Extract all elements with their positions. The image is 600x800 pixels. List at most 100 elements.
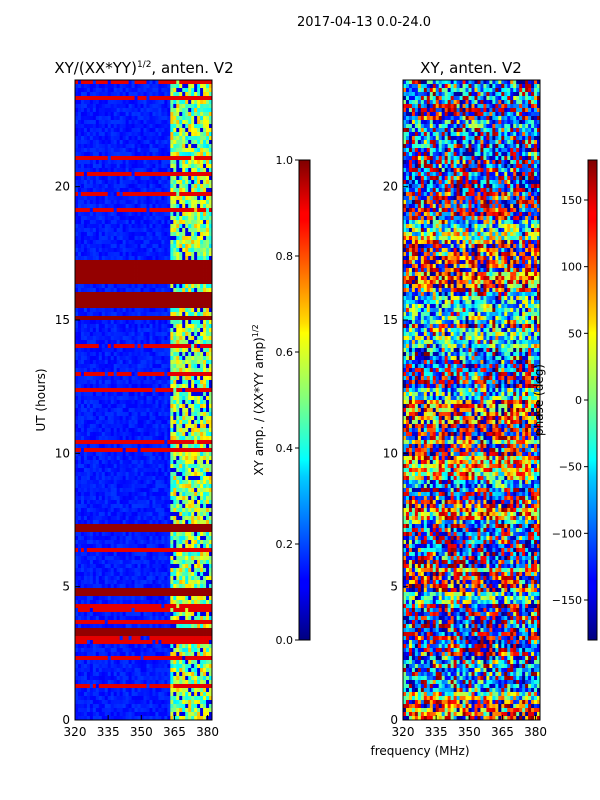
amplitude-heatmap-cell [152, 496, 156, 501]
amplitude-heatmap-cell [95, 436, 100, 441]
amplitude-heatmap-cell [206, 344, 210, 349]
amplitude-heatmap-cell [206, 80, 210, 85]
amplitude-heatmap-cell [146, 132, 150, 137]
amplitude-heatmap-cell [83, 328, 88, 333]
amplitude-heatmap-cell [113, 184, 118, 189]
amplitude-heatmap-cell [152, 416, 156, 421]
amplitude-heatmap-cell [176, 400, 180, 405]
amplitude-heatmap-cell [75, 512, 79, 517]
amplitude-heatmap-cell [83, 356, 88, 361]
amplitude-heatmap-cell [188, 340, 192, 345]
amplitude-heatmap-cell [95, 148, 100, 153]
amplitude-heatmap-cell [200, 504, 204, 509]
amplitude-heatmap-cell [149, 296, 153, 301]
amplitude-heatmap-cell [170, 224, 174, 229]
amplitude-heatmap-cell [191, 176, 195, 181]
amplitude-heatmap-cell [125, 288, 130, 293]
amplitude-heatmap-cell [188, 268, 192, 273]
amplitude-heatmap-cell [149, 272, 153, 277]
amplitude-heatmap-cell [200, 188, 204, 193]
amplitude-heatmap-cell [101, 220, 106, 225]
amplitude-heatmap-cell [86, 500, 91, 505]
amplitude-heatmap-cell [179, 176, 183, 181]
amplitude-heatmap-cell [80, 208, 85, 213]
amplitude-heatmap-cell [206, 428, 210, 433]
amplitude-heatmap-cell [104, 420, 109, 425]
amplitude-heatmap-cell [128, 364, 132, 369]
amplitude-heatmap-cell [173, 500, 177, 505]
amplitude-heatmap-cell [173, 504, 177, 509]
amplitude-heatmap-cell [113, 228, 118, 233]
amplitude-heatmap-cell [128, 188, 132, 193]
amplitude-heatmap-cell [95, 404, 100, 409]
amplitude-heatmap-cell [158, 432, 162, 437]
amplitude-heatmap-cell [164, 156, 168, 161]
amplitude-heatmap-cell [77, 120, 82, 125]
amplitude-heatmap-cell [164, 504, 168, 509]
amplitude-heatmap-cell [179, 408, 183, 413]
amplitude-heatmap-cell [125, 508, 130, 513]
amplitude-heatmap-cell [110, 304, 115, 309]
amplitude-heatmap-cell [107, 268, 112, 273]
amplitude-heatmap-cell [131, 344, 135, 349]
amplitude-heatmap-cell [143, 120, 147, 125]
amplitude-heatmap-cell [80, 320, 85, 325]
amplitude-heatmap-cell [203, 264, 207, 269]
amplitude-heatmap-cell [107, 160, 112, 165]
amplitude-heatmap-cell [119, 488, 124, 493]
amplitude-heatmap-cell [134, 292, 138, 297]
amplitude-heatmap-cell [209, 384, 212, 389]
amplitude-heatmap-cell [92, 364, 97, 369]
amplitude-heatmap-cell [182, 320, 186, 325]
amplitude-heatmap-cell [95, 324, 100, 329]
amplitude-heatmap-cell [191, 256, 195, 261]
amplitude-heatmap-cell [134, 328, 138, 333]
amplitude-heatmap-cell [83, 472, 88, 477]
amplitude-heatmap-cell [179, 120, 183, 125]
amplitude-heatmap-cell [119, 264, 124, 269]
amplitude-heatmap-cell [77, 236, 82, 241]
amplitude-heatmap-cell [149, 448, 153, 453]
amplitude-heatmap-cell [194, 336, 198, 341]
amplitude-heatmap-cell [140, 172, 144, 177]
amplitude-heatmap-cell [209, 496, 212, 501]
amplitude-heatmap-cell [203, 476, 207, 481]
amplitude-heatmap-cell [134, 500, 138, 505]
amplitude-heatmap-cell [173, 412, 177, 417]
amplitude-heatmap-cell [158, 164, 162, 169]
amplitude-heatmap-cell [161, 420, 165, 425]
amplitude-heatmap-cell [146, 276, 150, 281]
amplitude-heatmap-title: XY/(XX*YY)1/2, anten. V2 [54, 59, 233, 77]
amplitude-heatmap-cell [89, 272, 94, 277]
amplitude-heatmap-cell [161, 160, 165, 165]
amplitude-heatmap-cell [167, 180, 171, 185]
amplitude-heatmap-cell [176, 392, 180, 397]
amplitude-heatmap-cell [125, 112, 130, 117]
amplitude-heatmap-cell [179, 400, 183, 405]
amplitude-heatmap-cell [83, 104, 88, 109]
amplitude-heatmap-cell [176, 260, 180, 265]
amplitude-heatmap-cell [179, 504, 183, 509]
amplitude-heatmap-cell [104, 244, 109, 249]
amplitude-heatmap-cell [86, 476, 91, 481]
amplitude-heatmap-cell [86, 400, 91, 405]
amplitude-heatmap-cell [179, 224, 183, 229]
amplitude-heatmap-cell [116, 180, 121, 185]
amplitude-heatmap-cell [119, 356, 124, 361]
amplitude-heatmap-cell [185, 136, 189, 141]
amplitude-heatmap-cell [149, 276, 153, 281]
amplitude-heatmap-cell [161, 244, 165, 249]
amplitude-heatmap-cell [206, 256, 210, 261]
amplitude-heatmap-cell [179, 452, 183, 457]
amplitude-heatmap-cell [155, 156, 159, 161]
amplitude-heatmap-cell [104, 236, 109, 241]
amplitude-heatmap-cell [125, 120, 130, 125]
amplitude-heatmap-cell [122, 196, 127, 201]
amplitude-heatmap-cell [75, 396, 79, 401]
amplitude-heatmap-cell [173, 468, 177, 473]
amplitude-heatmap-cell [194, 160, 198, 165]
amplitude-heatmap-cell [98, 156, 103, 161]
amplitude-heatmap-cell [167, 436, 171, 441]
amplitude-heatmap-cell [191, 116, 195, 121]
amplitude-heatmap-cell [140, 476, 144, 481]
